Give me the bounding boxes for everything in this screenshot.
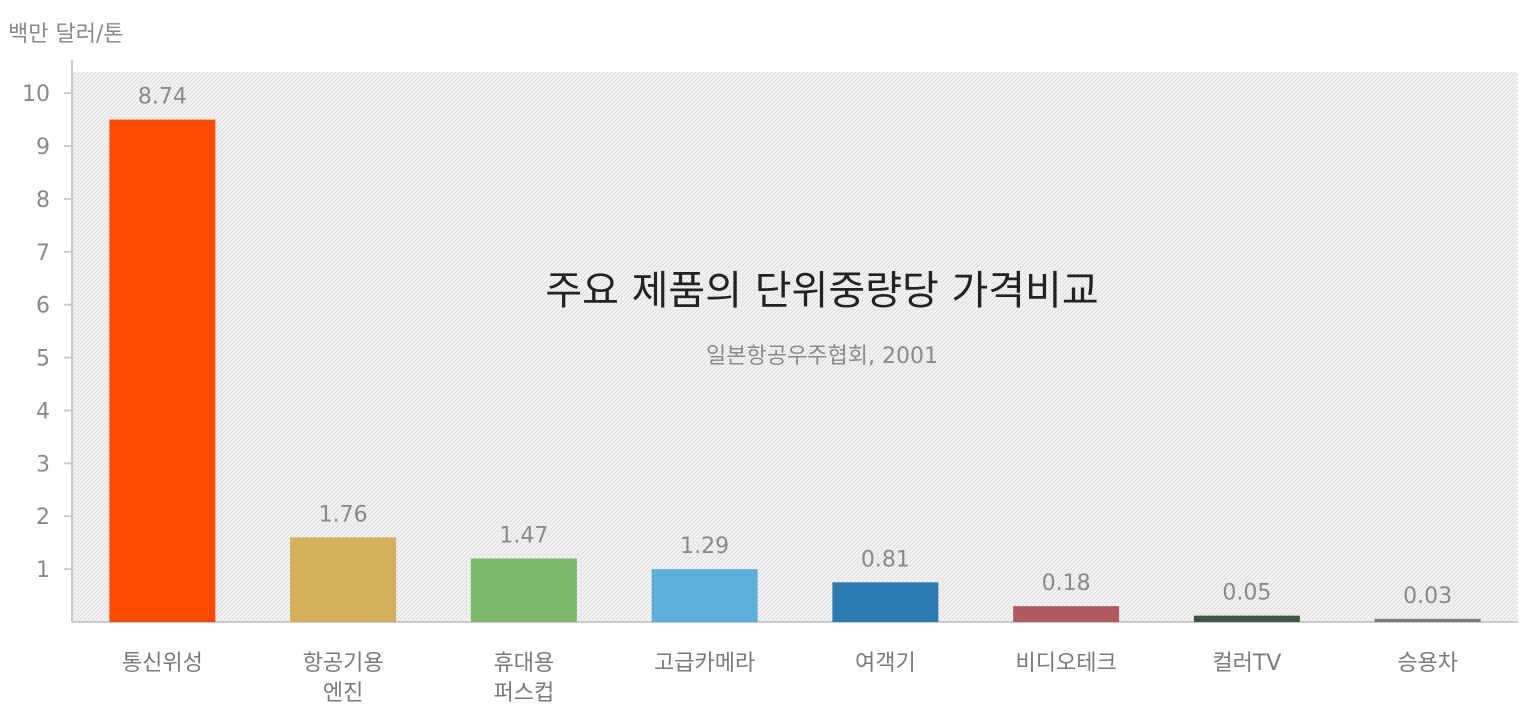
chart-title: 주요 제품의 단위중량당 가격비교 <box>545 268 1099 314</box>
data-label-5: 0.81 <box>861 547 910 572</box>
bar-8 <box>1374 618 1481 622</box>
x-tick-label-1: 통신위성 <box>122 651 203 676</box>
bar-3 <box>470 558 577 622</box>
y-tick-label: 3 <box>36 452 50 477</box>
x-tick-label-8: 승용차 <box>1397 651 1458 676</box>
bar-5 <box>832 582 939 622</box>
y-tick-label: 1 <box>36 558 50 583</box>
bar-6 <box>1013 606 1120 622</box>
y-tick-label: 5 <box>36 347 50 372</box>
x-tick-label-5: 여객기 <box>855 651 916 676</box>
y-tick-label: 2 <box>36 505 50 530</box>
chart-subtitle: 일본항공우주협회, 2001 <box>706 344 938 369</box>
x-tick-label-7: 컬러TV <box>1212 651 1281 676</box>
data-label-8: 0.03 <box>1403 584 1452 609</box>
y-tick-label: 6 <box>36 294 50 319</box>
bar-2 <box>290 537 397 622</box>
y-tick-label: 9 <box>36 135 50 160</box>
y-tick-label: 4 <box>36 399 50 424</box>
data-label-6: 0.18 <box>1042 571 1091 596</box>
x-tick-label-2: 항공기용 엔진 <box>303 651 384 706</box>
y-tick-label: 8 <box>36 188 50 213</box>
x-tick-label-6: 비디오테크 <box>1016 651 1117 676</box>
bar-4 <box>651 569 758 622</box>
y-tick-label: 10 <box>22 82 50 107</box>
data-label-4: 1.29 <box>680 534 729 559</box>
y-axis-unit-label: 백만 달러/톤 <box>8 22 124 47</box>
bar-1 <box>109 119 216 622</box>
data-label-7: 0.05 <box>1222 581 1271 606</box>
data-label-1: 8.74 <box>138 85 187 110</box>
data-label-3: 1.47 <box>499 524 548 549</box>
x-tick-label-4: 고급카메라 <box>654 651 755 676</box>
plot-background <box>72 72 1518 622</box>
data-label-2: 1.76 <box>319 502 368 527</box>
x-tick-label-3: 휴대용 퍼스컵 <box>494 651 555 706</box>
bar-7 <box>1193 615 1300 622</box>
y-tick-label: 7 <box>36 241 50 266</box>
